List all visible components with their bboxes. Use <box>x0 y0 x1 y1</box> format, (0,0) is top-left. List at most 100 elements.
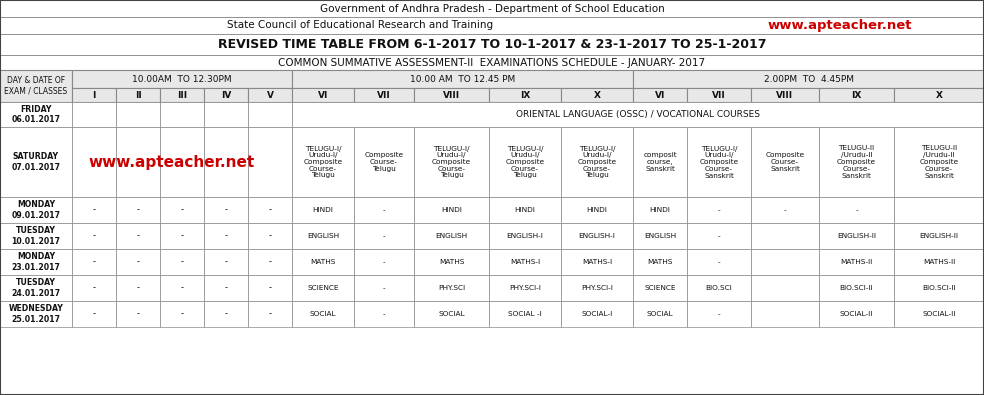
Text: -: - <box>92 258 95 267</box>
Bar <box>248 223 292 249</box>
Bar <box>354 197 414 223</box>
Text: -: - <box>717 233 720 239</box>
Bar <box>489 249 561 275</box>
Text: TELUGU-I/
Urudu-I/
Composite
Course-
Sanskrit: TELUGU-I/ Urudu-I/ Composite Course- San… <box>700 145 739 179</box>
Bar <box>751 301 819 327</box>
Text: -: - <box>180 231 183 241</box>
Bar <box>633 249 687 275</box>
Text: MONDAY
09.01.2017: MONDAY 09.01.2017 <box>12 201 60 220</box>
Text: -: - <box>137 205 140 214</box>
Bar <box>248 275 292 301</box>
Bar <box>0 102 72 127</box>
Bar <box>160 275 204 301</box>
Text: -: - <box>383 233 386 239</box>
Bar <box>751 127 819 197</box>
Bar <box>687 127 751 197</box>
Bar <box>687 275 751 301</box>
Bar <box>819 127 894 197</box>
Text: Government of Andhra Pradesh - Department of School Education: Government of Andhra Pradesh - Departmen… <box>320 4 664 13</box>
Bar <box>414 301 489 327</box>
Bar <box>414 275 489 301</box>
Bar <box>894 223 984 249</box>
Text: -: - <box>269 258 272 267</box>
Bar <box>204 88 248 102</box>
Bar <box>751 275 819 301</box>
Bar <box>248 102 292 127</box>
Bar <box>204 127 248 197</box>
Bar <box>633 70 984 88</box>
Text: WEDNESDAY
25.01.2017: WEDNESDAY 25.01.2017 <box>9 305 63 324</box>
Text: -: - <box>180 284 183 293</box>
Bar <box>116 275 160 301</box>
Bar <box>0 0 984 17</box>
Text: ENGLISH: ENGLISH <box>436 233 467 239</box>
Bar <box>204 223 248 249</box>
Text: MATHS: MATHS <box>310 259 336 265</box>
Bar <box>354 223 414 249</box>
Bar <box>489 275 561 301</box>
Bar <box>204 197 248 223</box>
Bar <box>248 197 292 223</box>
Text: VI: VI <box>654 90 665 100</box>
Bar <box>116 301 160 327</box>
Bar <box>0 249 72 275</box>
Text: MATHS-I: MATHS-I <box>582 259 612 265</box>
Text: -: - <box>224 284 227 293</box>
Bar <box>292 223 354 249</box>
Text: -: - <box>383 259 386 265</box>
Bar <box>292 197 354 223</box>
Text: ENGLISH: ENGLISH <box>307 233 339 239</box>
Text: MATHS-II: MATHS-II <box>840 259 873 265</box>
Bar <box>248 88 292 102</box>
Bar <box>894 275 984 301</box>
Text: ENGLISH-II: ENGLISH-II <box>837 233 876 239</box>
Bar <box>292 127 354 197</box>
Text: ORIENTAL LANGUAGE (OSSC) / VOCATIONAL COURSES: ORIENTAL LANGUAGE (OSSC) / VOCATIONAL CO… <box>516 110 760 119</box>
Bar <box>292 70 633 88</box>
Text: -: - <box>92 310 95 318</box>
Text: -: - <box>717 311 720 317</box>
Bar <box>116 249 160 275</box>
Text: TELUGU-II
/Urudu-II
Composite
Course-
Sanskrit: TELUGU-II /Urudu-II Composite Course- Sa… <box>919 145 958 179</box>
Text: VII: VII <box>712 90 726 100</box>
Text: ENGLISH-II: ENGLISH-II <box>919 233 958 239</box>
Text: PHY.SCI: PHY.SCI <box>438 285 465 291</box>
Bar <box>687 301 751 327</box>
Text: MATHS-II: MATHS-II <box>923 259 955 265</box>
Bar <box>0 55 984 70</box>
Bar <box>819 301 894 327</box>
Bar <box>248 301 292 327</box>
Bar <box>894 249 984 275</box>
Bar <box>687 223 751 249</box>
Text: -: - <box>137 231 140 241</box>
Text: MONDAY
23.01.2017: MONDAY 23.01.2017 <box>12 252 60 271</box>
Bar <box>489 223 561 249</box>
Text: HINDI: HINDI <box>313 207 334 213</box>
Text: -: - <box>383 285 386 291</box>
Text: ENGLISH-I: ENGLISH-I <box>507 233 543 239</box>
Text: PHY.SCI-I: PHY.SCI-I <box>582 285 613 291</box>
Bar <box>819 275 894 301</box>
Bar <box>819 223 894 249</box>
Text: MATHS: MATHS <box>647 259 673 265</box>
Text: ENGLISH: ENGLISH <box>644 233 676 239</box>
Bar <box>160 102 204 127</box>
Text: www.apteacher.net: www.apteacher.net <box>89 154 255 169</box>
Text: TELUGU-II
/Urudu-II
Composite
Course-
Sanskrit: TELUGU-II /Urudu-II Composite Course- Sa… <box>837 145 876 179</box>
Text: -: - <box>783 207 786 213</box>
Text: -: - <box>92 231 95 241</box>
Bar <box>414 197 489 223</box>
Bar <box>0 34 984 55</box>
Text: IV: IV <box>220 90 231 100</box>
Text: -: - <box>137 258 140 267</box>
Text: PHY.SCI-I: PHY.SCI-I <box>509 285 541 291</box>
Bar <box>116 223 160 249</box>
Text: -: - <box>383 311 386 317</box>
Text: -: - <box>269 205 272 214</box>
Bar <box>633 301 687 327</box>
Bar <box>414 127 489 197</box>
Text: VIII: VIII <box>443 90 461 100</box>
Text: HINDI: HINDI <box>441 207 461 213</box>
Bar <box>489 197 561 223</box>
Bar <box>561 197 633 223</box>
